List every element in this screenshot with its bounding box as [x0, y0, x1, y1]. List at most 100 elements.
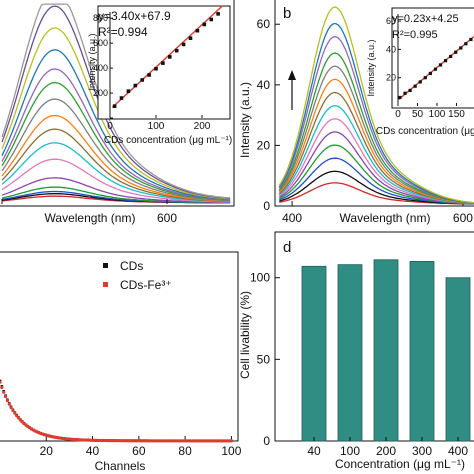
panel-b-inset-ytick: 20 [386, 73, 396, 83]
panel-b-ytick: 40 [257, 78, 271, 92]
panel-b-inset-point [469, 37, 473, 42]
panel-b-arrow [288, 70, 296, 110]
panel-d-ylabel: Cell livability (%) [238, 291, 252, 379]
panel-a-inset-equation: y=3.40x+67.9 [98, 9, 171, 23]
panel-a-inset-xtick: 200 [194, 121, 211, 132]
legend-marker-cds [103, 263, 108, 268]
panel-a-inset-point [161, 61, 165, 65]
panel-b-inset-ytick: 40 [386, 44, 396, 54]
panel-b-inset: 20 40 60 0 50 100 150 y=0.23x+4.25 R²=0.995 In… [366, 7, 474, 137]
panel-a-curve-16 [1, 3, 231, 199]
panel-b-ytick: 20 [257, 138, 271, 152]
bar-40 [301, 265, 327, 442]
panel-a-curve-8 [1, 128, 231, 202]
panel-b-xtick: 600 [453, 211, 473, 225]
panel-d-xtick-200: 200 [376, 444, 396, 458]
panel-a-inset-ytick: 200 [93, 88, 108, 98]
panel-a-inset-ytick: 600 [93, 38, 108, 48]
panel-d-ytick: 50 [257, 352, 271, 366]
panel-d: d Cell livability (%) 0 50 100 40 100 200 300 4… [238, 231, 474, 471]
panel-a-inset-point [119, 96, 124, 100]
panel-b-inset-xtick: 100 [429, 109, 446, 120]
panel-b-inset-equation: y=0.23x+4.25 [392, 13, 459, 25]
panel-d-ytick: 100 [250, 271, 270, 285]
panel-b-inset-point [418, 80, 422, 84]
panel-a-inset: 200 400 600 800 0 100 200 y=3.40x+67.9 R²=0.99… [87, 5, 232, 146]
panel-a-inset-point [147, 73, 151, 77]
panel-c-plot-frame [0, 251, 239, 442]
panel-c-xtick: 40 [86, 444, 100, 458]
panel-a-inset-fit-line [111, 5, 224, 108]
panel-c-xtick: 60 [132, 444, 146, 458]
panel-c-point-cds-fe [7, 402, 11, 406]
panel-b-plot-frame [274, 0, 474, 207]
panel-a-x-axis: 600 Wavelength (nm) [1, 199, 177, 225]
panel-a-inset-ytick: 400 [93, 63, 108, 73]
panel-d-label: d [283, 239, 291, 256]
panel-a-inset-point [168, 55, 172, 59]
panel-c-point-cds-fe [16, 416, 21, 420]
panel-a-inset-point [174, 48, 179, 53]
panel-d-xlabel: Concentration (μg mL⁻¹) [335, 457, 465, 471]
panel-a-inset-point [195, 28, 200, 33]
panel-b-inset-point [459, 46, 463, 50]
panel-a-inset-point [112, 104, 117, 108]
panel-a-plot-frame [0, 0, 235, 207]
panel-b-curves [278, 6, 474, 205]
panel-a-inset-point [140, 78, 144, 82]
panel-a-curve-12 [1, 68, 231, 201]
panel-c-point-cds-fe [0, 385, 4, 390]
panel-b-inset-point [428, 71, 432, 76]
panel-d-ytick: 0 [263, 434, 270, 448]
panel-a-inset-point [216, 12, 220, 16]
panel-a-inset-point [202, 22, 207, 27]
panel-c-xtick: 100 [221, 444, 241, 458]
panel-c-point-cds-fe [13, 411, 17, 415]
panel-a-curve-5 [1, 177, 231, 204]
bar-200 [373, 259, 399, 442]
panel-b-inset-r2: R²=0.995 [392, 29, 438, 41]
panel-a-xtick-600: 600 [157, 211, 177, 225]
panel-a-xlabel: Wavelength (nm) [45, 211, 136, 225]
panel-a-inset-ylabel: Intensity (a.u.) [87, 33, 97, 90]
panel-d-xtick-40: 40 [307, 444, 321, 458]
panel-c-point-cds-fe [11, 408, 15, 413]
panel-b-inset-point [464, 42, 468, 46]
panel-b-inset-point [438, 63, 443, 67]
panel-c-point-cds-fe [0, 380, 2, 384]
panel-a-inset-point [209, 17, 213, 22]
panel-c: 20 40 60 80 100 CDs CDs-Fe³⁺ Channels [0, 251, 242, 473]
panel-b-ytick: 0 [263, 199, 270, 213]
panel-a-curve-13 [1, 49, 231, 200]
panel-b-label: b [283, 5, 291, 22]
panel-b-inset-point [408, 88, 412, 93]
panel-b-inset-xtick: 0 [395, 109, 401, 120]
legend-marker-cds-fe [103, 282, 108, 287]
panel-b-inset-xlabel: CDs concentration (μg mL⁻¹) [376, 126, 474, 137]
panel-b-ylabel: Intensity (a.u.) [238, 82, 252, 158]
panel-b-inset-point [433, 67, 438, 71]
panel-a-inset-point [126, 89, 131, 93]
panel-b-inset-point [454, 50, 458, 54]
panel-b-inset-point [443, 59, 448, 63]
panel-b-inset-point [403, 91, 407, 95]
panel-a-curve-7 [1, 142, 231, 203]
panel-a: 600 Wavelength (nm) 200 400 600 800 0 100 200 … [0, 0, 235, 225]
panel-c-point-cds-fe [229, 439, 233, 443]
bar-400 [445, 277, 471, 442]
panel-b-xlabel: Wavelength (nm) [340, 211, 431, 225]
panel-c-point-cds-fe [3, 394, 8, 399]
panel-c-point-cds-fe [9, 405, 13, 410]
panel-b-xtick: 400 [282, 211, 302, 225]
panel-a-curve-11 [1, 81, 231, 201]
panel-d-xtick-300: 300 [412, 444, 432, 458]
panel-a-curve-6 [1, 158, 231, 203]
panel-b-inset-xtick: 150 [448, 109, 465, 120]
panel-c-point-cds-fe [2, 390, 6, 394]
panel-c-xlabel: Channels [95, 459, 146, 473]
panel-b-inset-point [398, 95, 402, 100]
panel-a-inset-r2: R²=0.994 [98, 25, 148, 39]
legend-label-cds: CDs [120, 259, 143, 273]
